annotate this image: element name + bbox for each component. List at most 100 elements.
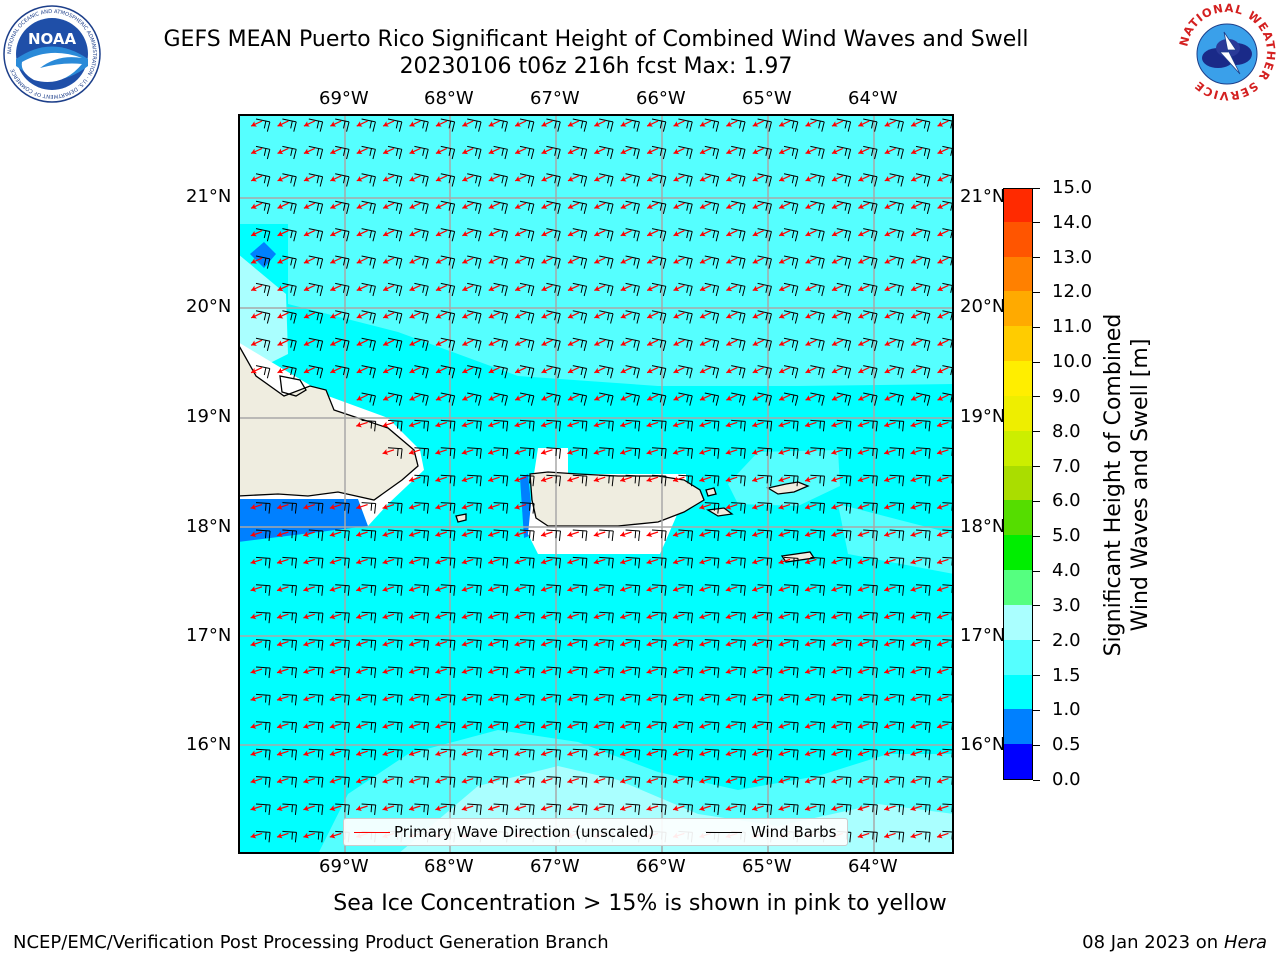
wind-barb [625,529,641,541]
wave-direction-arrow [541,394,553,401]
wave-direction-arrow [646,476,659,483]
wave-direction-arrow [276,805,289,812]
wave-direction-arrow [857,695,870,702]
wave-direction-arrow [382,202,395,209]
wave-direction-arrow [778,367,791,374]
wind-barb [625,200,640,214]
wave-direction-arrow [593,805,606,812]
wind-barb [731,502,746,514]
wave-direction-arrow [488,723,500,729]
wind-barb [704,556,720,569]
wave-direction-arrow [620,449,632,455]
wave-direction-arrow [857,558,870,565]
wind-barb [757,639,773,651]
wave-direction-arrow [910,257,923,264]
wave-direction-arrow [831,394,844,401]
wind-barb [651,310,667,324]
wind-barb [757,228,772,242]
wind-barb [810,529,826,541]
wave-direction-arrow [461,805,474,812]
wave-direction-arrow [752,640,764,647]
wave-direction-arrow [725,613,738,620]
wave-direction-arrow [276,503,289,510]
colorbar-tick [1033,291,1040,293]
wave-direction-arrow [567,147,580,155]
wave-direction-arrow [250,531,263,538]
wave-direction-arrow [672,558,685,565]
wave-direction-arrow [488,613,500,620]
wave-direction-arrow [725,531,738,538]
wave-direction-arrow [805,367,817,374]
wave-direction-arrow [672,777,685,784]
colorbar-tick [1033,675,1040,677]
wave-direction-arrow [382,586,395,592]
wind-barb [467,447,482,459]
wave-direction-arrow [884,640,896,647]
wave-direction-arrow [857,613,870,620]
wave-direction-arrow [382,503,395,510]
wave-direction-arrow [910,613,923,620]
wave-direction-arrow [435,695,447,702]
wind-barb [387,228,403,242]
wave-direction-arrow [778,613,791,620]
wave-direction-arrow [673,312,685,319]
wind-barb [731,447,746,459]
wind-barb [889,447,905,459]
wave-direction-arrow [752,175,764,182]
wave-direction-arrow [408,805,421,812]
wave-direction-arrow [699,558,711,565]
wind-barb [414,529,430,541]
wave-direction-arrow [726,202,738,209]
wind-barb [414,255,429,269]
wave-direction-arrow [356,640,368,647]
wind-barb [651,556,667,569]
wave-direction-arrow [488,120,500,127]
wave-direction-arrow [276,640,289,647]
wind-barb [572,803,588,815]
wind-barb [282,584,298,596]
wave-direction-arrow [778,257,791,264]
wave-direction-arrow [408,421,421,428]
wave-zone-1.5-2.0 [728,450,840,506]
wind-barb [440,310,456,324]
wind-barb [440,666,456,678]
wave-direction-arrow [910,449,923,455]
wave-direction-arrow [514,312,527,319]
wind-barb [625,721,641,733]
wind-barb [335,255,350,269]
wave-direction-arrow [356,750,368,757]
wave-direction-arrow [778,421,791,428]
wave-direction-arrow [936,586,949,592]
wind-barb [731,721,746,733]
wave-direction-arrow [356,284,368,292]
wind-barb [651,529,667,541]
wind-barb [255,145,271,160]
wind-barb [361,200,376,214]
wave-direction-arrow [461,695,474,702]
wave-direction-arrow [620,312,632,319]
wave-direction-arrow [514,421,527,428]
wave-direction-arrow [277,202,289,209]
wave-direction-arrow [805,175,817,182]
wave-direction-arrow [594,175,606,182]
wave-direction-arrow [884,586,896,592]
wave-direction-arrow [936,421,949,428]
wave-direction-arrow [752,284,764,292]
wind-barb [467,337,482,351]
wave-direction-arrow [778,558,791,565]
wave-direction-arrow [673,230,685,237]
wind-barb [546,255,561,269]
wave-direction-arrow [303,230,316,237]
lon-label-bottom: 68°W [424,856,474,877]
footer-host: Hera [1223,932,1267,953]
wind-barb [308,145,324,160]
wind-barb [467,611,482,624]
wave-direction-arrow [356,613,368,620]
wave-direction-arrow [594,230,606,237]
wave-direction-arrow [250,202,263,209]
wind-barb [387,337,403,351]
wind-barb [546,337,561,351]
wave-direction-arrow [435,339,448,346]
wind-barb [387,611,403,624]
wave-direction-arrow [408,613,421,620]
